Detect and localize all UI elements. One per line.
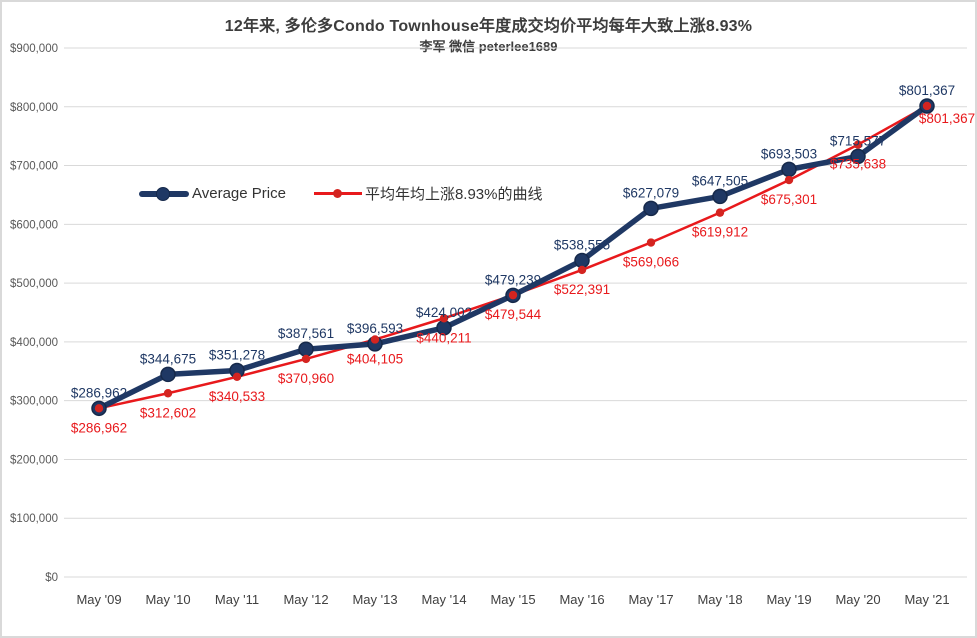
chart-legend: Average Price 平均年均上涨8.93%的曲线: [139, 183, 543, 204]
y-tick-label: $600,000: [10, 219, 58, 231]
data-label-average-price: $627,079: [623, 185, 679, 200]
legend-line-marker-red-icon: [313, 189, 362, 198]
data-point-marker-navy: [160, 366, 176, 383]
data-label-growth-curve: $340,533: [209, 389, 265, 404]
data-label-growth-curve: $370,960: [278, 371, 334, 386]
y-tick-label: $400,000: [10, 337, 58, 349]
data-label-average-price: $396,593: [347, 321, 403, 336]
data-point-marker-red: [439, 314, 449, 323]
data-point-marker-red: [853, 140, 863, 149]
y-tick-label: $700,000: [10, 161, 58, 173]
x-tick-label: May '11: [215, 592, 259, 607]
data-point-marker-navy: [781, 161, 797, 178]
y-tick-label: $800,000: [10, 102, 58, 114]
data-label-average-price: $387,561: [278, 326, 334, 341]
data-point-marker-navy: [850, 148, 866, 165]
data-label-growth-curve: $440,211: [416, 330, 471, 345]
x-tick-label: May '16: [559, 592, 604, 607]
y-tick-label: $300,000: [10, 396, 58, 408]
x-tick-label: May '17: [628, 592, 673, 607]
data-point-marker-red: [508, 290, 518, 300]
y-tick-label: $500,000: [10, 278, 58, 290]
data-label-average-price: $538,555: [554, 237, 610, 252]
chart-subtitle: 李军 微信 peterlee1689: [419, 39, 558, 54]
data-point-marker-navy: [643, 200, 659, 217]
data-label-average-price: $344,675: [140, 351, 196, 366]
legend-label-average-price: Average Price: [192, 185, 286, 202]
data-point-marker-red: [232, 372, 242, 382]
data-point-marker-red: [577, 265, 587, 275]
legend-label-growth-curve: 平均年均上涨8.93%的曲线: [364, 186, 543, 203]
y-tick-label: $900,000: [10, 43, 58, 55]
data-label-growth-curve: $735,638: [830, 157, 886, 172]
data-label-average-price: $693,503: [761, 146, 817, 161]
data-label-growth-curve: $675,301: [761, 192, 817, 207]
data-label-average-price: $286,962: [71, 385, 127, 400]
data-point-marker-red: [784, 175, 794, 185]
x-tick-label: May '13: [352, 592, 397, 607]
x-tick-label: May '12: [283, 592, 328, 607]
data-label-growth-curve: $286,962: [71, 420, 127, 435]
data-point-marker-red: [163, 389, 173, 398]
legend-line-marker-navy-icon: [139, 186, 189, 201]
data-label-average-price: $801,367: [899, 83, 955, 98]
x-tick-label: May '19: [766, 592, 811, 607]
chart-title: 12年来, 多伦多Condo Townhouse年度成交均价平均每年大致上涨8.…: [224, 18, 753, 35]
data-point-marker-red: [94, 404, 104, 413]
data-label-average-price: $424,002: [416, 305, 472, 320]
x-tick-label: May '10: [145, 592, 190, 607]
x-tick-label: May '09: [76, 592, 121, 607]
data-label-growth-curve: $312,602: [140, 405, 196, 420]
data-point-marker-red: [646, 238, 656, 247]
data-label-average-price: $647,505: [692, 173, 748, 188]
data-label-average-price: $351,278: [209, 348, 265, 363]
legend-item-average-price: Average Price: [139, 185, 286, 202]
x-tick-label: May '20: [835, 592, 880, 607]
y-tick-label: $200,000: [10, 454, 58, 466]
data-point-marker-navy: [574, 252, 590, 269]
data-point-marker-red: [370, 335, 380, 344]
data-point-marker-navy: [712, 188, 728, 205]
data-label-growth-curve: $569,066: [623, 255, 679, 270]
data-point-marker-red: [922, 101, 932, 111]
data-point-marker-navy: [298, 341, 314, 357]
data-label-growth-curve: $801,367: [919, 111, 975, 126]
data-label-average-price: $479,239: [485, 272, 541, 287]
data-point-marker-red: [301, 354, 311, 364]
x-tick-label: May '15: [490, 592, 535, 607]
data-label-growth-curve: $619,912: [692, 225, 748, 240]
x-tick-label: May '14: [421, 592, 466, 607]
data-label-average-price: $715,577: [830, 133, 886, 148]
data-label-growth-curve: $404,105: [347, 351, 403, 366]
data-label-growth-curve: $479,544: [485, 307, 542, 322]
data-point-marker-red: [715, 208, 725, 217]
y-tick-label: $0: [45, 572, 58, 584]
x-tick-label: May '21: [904, 592, 949, 607]
data-label-growth-curve: $522,391: [554, 282, 610, 297]
y-tick-label: $100,000: [10, 513, 58, 525]
legend-item-growth-curve: 平均年均上涨8.93%的曲线: [313, 183, 543, 204]
x-tick-label: May '18: [697, 592, 742, 607]
